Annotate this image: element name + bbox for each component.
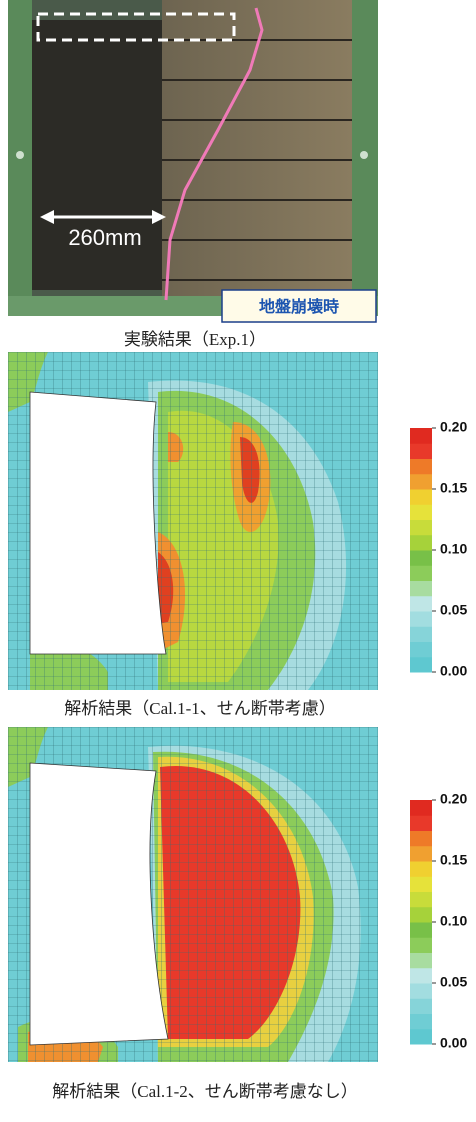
colorbar-step xyxy=(410,520,432,536)
colorbar-step xyxy=(410,611,432,627)
dimension-label: 260mm xyxy=(68,225,141,250)
colorbar-step xyxy=(410,876,432,892)
colorbar-step xyxy=(410,657,432,673)
colorbar-step xyxy=(410,565,432,581)
colorbar-step xyxy=(410,428,432,444)
colorbar-step xyxy=(410,642,432,658)
tick-label: 0.20 xyxy=(440,419,467,435)
colorbar-step xyxy=(410,626,432,642)
tick-label: 0.00 xyxy=(440,663,467,679)
colorbar-step xyxy=(410,581,432,597)
colorbar-step xyxy=(410,907,432,923)
page: Figure {"photo": {"dimension_label": "26… xyxy=(0,0,476,1122)
caption: 実験結果（Exp.1） xyxy=(124,330,266,349)
colorbar-step xyxy=(410,953,432,969)
tick-label: 0.15 xyxy=(440,480,467,496)
figure: 260mm 地盤崩壊時 実験結果（Exp.1） 解析結果（Cal.1-1、せん断… xyxy=(0,0,476,1122)
colorbar-step xyxy=(410,504,432,520)
tick-label: 0.15 xyxy=(440,852,467,868)
colorbar-step xyxy=(410,596,432,612)
colorbar-step xyxy=(410,535,432,551)
colorbar-step xyxy=(410,1014,432,1030)
tick-label: 0.10 xyxy=(440,541,467,557)
colorbar-step xyxy=(410,983,432,999)
colorbar-step xyxy=(410,937,432,953)
colorbar-step xyxy=(410,443,432,459)
tick-label: 0.00 xyxy=(440,1035,467,1051)
colorbar-step xyxy=(410,998,432,1014)
colorbar-step xyxy=(410,489,432,505)
tick-label: 0.10 xyxy=(440,913,467,929)
contour-plot xyxy=(8,727,378,1062)
colorbar-step xyxy=(410,831,432,847)
colorbar-step xyxy=(410,815,432,831)
colorbar-step xyxy=(410,459,432,475)
colorbar-step xyxy=(410,861,432,877)
caption: 解析結果（Cal.1-1、せん断帯考慮） xyxy=(64,699,336,718)
colorbar-step xyxy=(410,968,432,984)
colorbar-step xyxy=(410,892,432,908)
contour-plot xyxy=(8,352,378,690)
colorbar-step xyxy=(410,800,432,816)
photo: 260mm 地盤崩壊時 xyxy=(8,0,378,322)
colorbar-step xyxy=(410,474,432,490)
body: 260mm 地盤崩壊時 実験結果（Exp.1） 解析結果（Cal.1-1、せん断… xyxy=(0,0,476,1122)
tick-label: 0.05 xyxy=(440,602,467,618)
colorbar-step xyxy=(410,846,432,862)
tick-label: 0.20 xyxy=(440,791,467,807)
colorbar-step xyxy=(410,1029,432,1045)
tick-label: 0.05 xyxy=(440,974,467,990)
caption: 解析結果（Cal.1-2、せん断帯考慮なし） xyxy=(52,1082,358,1101)
colorbar-step xyxy=(410,550,432,566)
stage-label: 地盤崩壊時 xyxy=(259,297,339,316)
colorbar-step xyxy=(410,922,432,938)
